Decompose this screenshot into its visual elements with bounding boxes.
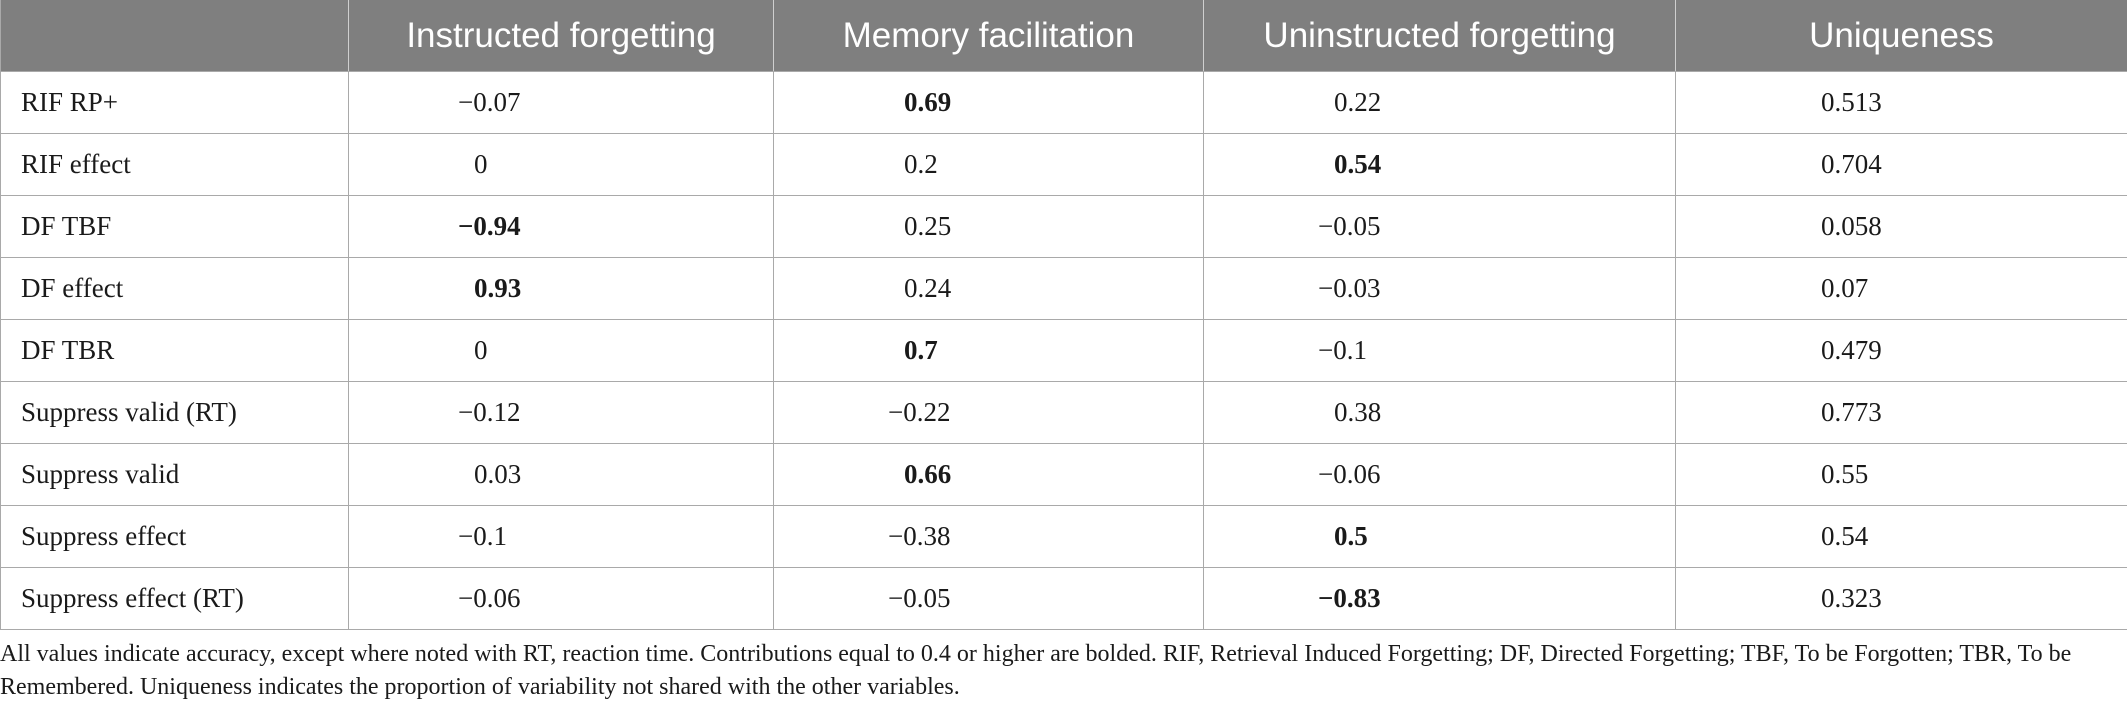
table-cell: −0.06 [348,567,774,630]
table-cell: −0.83 [1203,567,1676,630]
table-cell: 0.69 [773,71,1204,134]
row-label: DF TBF [0,195,349,258]
table-cell: −0.22 [773,381,1204,444]
table-cell: −0.1 [1203,319,1676,382]
cell-value: 0.7 [904,335,938,365]
table-cell: −0.12 [348,381,774,444]
cell-value: 0.54 [1821,521,1869,551]
table-cell: −0.38 [773,505,1204,568]
header-corner [0,0,349,72]
cell-value: −0.38 [888,521,951,551]
table-cell: 0.2 [773,133,1204,196]
cell-value: 0.5 [1334,521,1368,551]
cell-value: 0.38 [1334,397,1382,427]
table-cell: −0.07 [348,71,774,134]
table-cell: 0.7 [773,319,1204,382]
row-label: Suppress effect [0,505,349,568]
cell-value: 0.704 [1821,149,1882,179]
cell-value: 0.24 [904,273,952,303]
cell-value: −0.83 [1318,583,1381,613]
cell-value: 0.55 [1821,459,1869,489]
cell-value: −0.1 [458,521,507,551]
cell-value: 0.07 [1821,273,1869,303]
table-cell: 0 [348,319,774,382]
table-cell: 0.54 [1675,505,2127,568]
table-cell: 0.54 [1203,133,1676,196]
factor-loadings-table: Instructed forgetting Memory facilitatio… [0,0,2127,630]
cell-value: 0.479 [1821,335,1882,365]
table-row: RIF RP+ −0.07 0.69 0.22 0.513 [0,71,2127,134]
row-label: DF TBR [0,319,349,382]
table-row: Suppress effect −0.1 −0.38 0.5 0.54 [0,505,2127,568]
cell-value: 0.93 [474,273,522,303]
table-row: RIF effect 0 0.2 0.54 0.704 [0,133,2127,196]
table-cell: 0.773 [1675,381,2127,444]
row-label: DF effect [0,257,349,320]
table-row: DF TBR 0 0.7 −0.1 0.479 [0,319,2127,382]
cell-value: 0.22 [1334,87,1382,117]
header-uniqueness: Uniqueness [1675,0,2127,72]
table-cell: 0.07 [1675,257,2127,320]
cell-value: 0.69 [904,87,952,117]
row-label: RIF RP+ [0,71,349,134]
table-cell: 0.55 [1675,443,2127,506]
table-cell: −0.05 [773,567,1204,630]
table-cell: 0.22 [1203,71,1676,134]
cell-value: 0.66 [904,459,952,489]
cell-value: 0.54 [1334,149,1382,179]
cell-value: 0.773 [1821,397,1882,427]
row-label: RIF effect [0,133,349,196]
cell-value: 0.058 [1821,211,1882,241]
table-cell: 0.513 [1675,71,2127,134]
cell-value: 0.513 [1821,87,1882,117]
cell-value: −0.06 [1318,459,1381,489]
table-cell: 0 [348,133,774,196]
table-row: DF TBF −0.94 0.25 −0.05 0.058 [0,195,2127,258]
table-cell: 0.25 [773,195,1204,258]
table-row: DF effect 0.93 0.24 −0.03 0.07 [0,257,2127,320]
table-cell: 0.479 [1675,319,2127,382]
cell-value: −0.07 [458,87,521,117]
table-cell: 0.93 [348,257,774,320]
cell-value: −0.22 [888,397,951,427]
table-cell: 0.66 [773,443,1204,506]
cell-value: 0.2 [904,149,938,179]
row-label: Suppress effect (RT) [0,567,349,630]
table-cell: −0.06 [1203,443,1676,506]
header-row: Instructed forgetting Memory facilitatio… [0,0,2127,72]
table-cell: −0.1 [348,505,774,568]
table-cell: −0.05 [1203,195,1676,258]
cell-value: 0 [474,335,488,365]
header-instructed-forgetting: Instructed forgetting [348,0,774,72]
table-cell: 0.058 [1675,195,2127,258]
table-footnote: All values indicate accuracy, except whe… [0,641,2072,700]
cell-value: −0.1 [1318,335,1367,365]
cell-value: 0 [474,149,488,179]
table-cell: −0.03 [1203,257,1676,320]
cell-value: 0.03 [474,459,522,489]
table-cell: 0.5 [1203,505,1676,568]
table-cell: 0.03 [348,443,774,506]
cell-value: −0.05 [888,583,951,613]
table-cell: −0.94 [348,195,774,258]
table-cell: 0.38 [1203,381,1676,444]
table-row: Suppress valid (RT) −0.12 −0.22 0.38 0.773 [0,381,2127,444]
header-memory-facilitation: Memory facilitation [773,0,1204,72]
cell-value: 0.323 [1821,583,1882,613]
header-uninstructed-forgetting: Uninstructed forgetting [1203,0,1676,72]
row-label: Suppress valid [0,443,349,506]
cell-value: −0.12 [458,397,521,427]
cell-value: 0.25 [904,211,952,241]
table-row: Suppress valid 0.03 0.66 −0.06 0.55 [0,443,2127,506]
table-cell: 0.323 [1675,567,2127,630]
table-cell: 0.704 [1675,133,2127,196]
row-label: Suppress valid (RT) [0,381,349,444]
cell-value: −0.03 [1318,273,1381,303]
cell-value: −0.94 [458,211,521,241]
table-row: Suppress effect (RT) −0.06 −0.05 −0.83 0.323 [0,567,2127,630]
cell-value: −0.06 [458,583,521,613]
cell-value: −0.05 [1318,211,1381,241]
table-cell: 0.24 [773,257,1204,320]
